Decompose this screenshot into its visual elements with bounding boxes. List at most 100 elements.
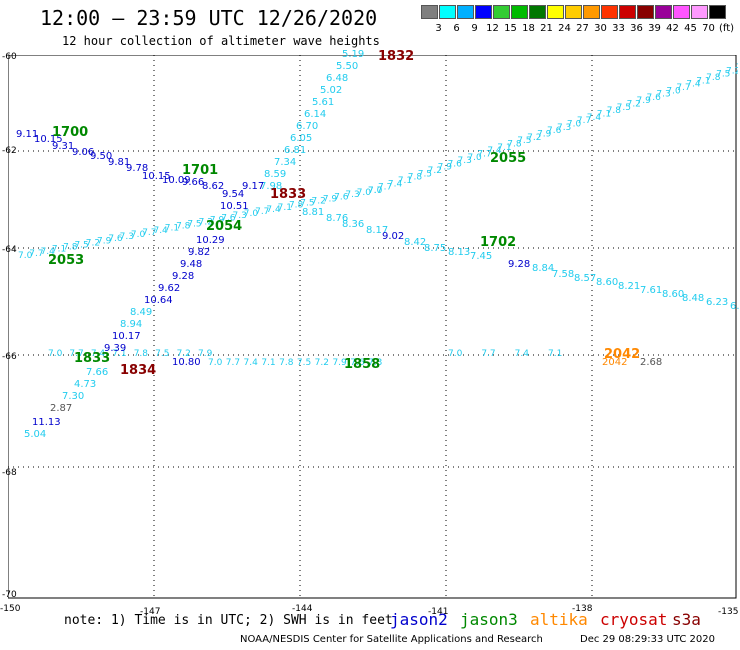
pass-label: 1700 — [52, 125, 89, 140]
track-mark: 7.6 — [448, 159, 463, 169]
track-mark: 7.6 — [334, 192, 349, 202]
wave-height-value: 6.70 — [296, 121, 319, 132]
scale-swatch — [529, 5, 546, 19]
satellite-tracks: 7.07.77.47.17.87.57.27.97.67.37.07.77.47… — [18, 63, 738, 368]
track-mark: 7.7 — [676, 83, 690, 93]
wave-height-value: 9.31 — [52, 141, 75, 152]
wave-height-value: 8.42 — [404, 237, 427, 248]
wave-height-value: 9.54 — [222, 189, 245, 200]
scale-label: 18 — [522, 23, 535, 34]
track-mark: 7.1 — [696, 76, 710, 86]
track-mark: 7.2 — [199, 217, 213, 227]
track-mark: 7.8 — [63, 243, 78, 253]
scale-label: (ft) — [718, 23, 735, 34]
track-mark: 7.9 — [537, 129, 552, 139]
timestamp-text: Dec 29 08:29:33 UTC 2020 — [580, 634, 715, 645]
track-mark: 7.4 — [153, 226, 168, 236]
lon-tick-label: -138 — [572, 604, 593, 614]
track-mark: 7.3 — [120, 232, 134, 242]
track-mark: 7.3 — [557, 123, 571, 133]
wave-height-value: 5.04 — [24, 429, 47, 440]
scale-swatch — [637, 5, 654, 19]
scale-swatch — [493, 5, 510, 19]
track-mark: 7.5 — [74, 241, 88, 251]
track-mark: 7.5 — [187, 220, 201, 230]
plot-frame — [8, 55, 737, 599]
track-mark: 7.3 — [233, 211, 247, 221]
track-mark: 7.7 — [69, 349, 83, 359]
track-mark: 7.9 — [323, 194, 338, 204]
track-mark: 7.8 — [279, 358, 294, 368]
lat-tick-label: -68 — [2, 468, 17, 478]
wave-height-value: 6.14 — [304, 109, 327, 120]
scale-swatch — [673, 5, 690, 19]
track-mark: 7.5 — [300, 199, 314, 209]
track-mark: 7.7 — [477, 149, 491, 159]
wave-height-value: 6.23 — [706, 297, 729, 308]
credit-text: NOAA/NESDIS Center for Satellite Applica… — [240, 634, 543, 645]
wave-height-value: 5.50 — [336, 61, 359, 72]
wave-height-value: 6.1 — [730, 301, 740, 312]
track-mark: 7.1 — [112, 349, 126, 359]
track-mark: 7.9 — [210, 215, 225, 225]
track-mark: 7.7 — [142, 228, 156, 238]
track-mark: 7.2 — [428, 166, 442, 176]
wave-height-value: 2042 — [602, 357, 628, 368]
track-mark: 7.3 — [368, 358, 382, 368]
wave-height-value: 8.13 — [448, 247, 471, 258]
wave-height-value: 9.39 — [104, 343, 127, 354]
track-mark: 7.0 — [48, 349, 63, 359]
satellite-name-s3a: s3a — [672, 610, 701, 629]
wave-height-value: 9.11 — [16, 129, 39, 140]
wave-height-value: 11.13 — [32, 417, 61, 428]
track-mark: 7.9 — [97, 236, 112, 246]
scale-swatch — [421, 5, 438, 19]
track-mark: 7.7 — [481, 349, 495, 359]
scale-label: 30 — [594, 23, 607, 34]
scale-swatch — [619, 5, 636, 19]
wave-height-value: 2.87 — [50, 403, 73, 414]
scale-swatch — [655, 5, 672, 19]
track-mark: 7.2 — [627, 100, 641, 110]
track-mark: 7.9 — [198, 349, 213, 359]
map-subtitle: 12 hour collection of altimeter wave hei… — [62, 34, 380, 48]
track-mark: 7.5 — [716, 70, 730, 80]
track-mark: 7.8 — [408, 173, 423, 183]
map-title: 12:00 – 23:59 UTC 12/26/2020 — [40, 6, 378, 30]
wave-height-value: 7.66 — [86, 367, 109, 378]
wave-height-value: 9.28 — [508, 259, 531, 270]
track-mark: 7.7 — [29, 249, 43, 259]
lon-tick-label: -141 — [428, 607, 449, 617]
pass-label: 2054 — [206, 219, 243, 234]
track-mark: 7.3 — [345, 190, 359, 200]
pass-label: 1832 — [378, 49, 415, 64]
track-mark: 7.4 — [266, 205, 281, 215]
pass-label: 2042 — [604, 347, 641, 362]
lat-tick-label: -64 — [2, 245, 17, 255]
track-mark: 7.0 — [131, 230, 146, 240]
lon-tick-label: -150 — [0, 604, 21, 614]
wave-height-value: 8.76 — [326, 213, 349, 224]
track-mark: 7.0 — [666, 86, 681, 96]
wave-height-value: 8.84 — [532, 263, 555, 274]
wave-height-value: 9.81 — [108, 157, 131, 168]
track-mark: 7.2 — [312, 196, 326, 206]
track-mark: 7.2 — [315, 358, 329, 368]
pass-label: 1858 — [344, 357, 381, 372]
track-mark: 7.0 — [467, 153, 482, 163]
track-mark: 7.4 — [686, 80, 701, 90]
wave-height-value: 8.36 — [342, 219, 365, 230]
track-mark: 7.9 — [637, 96, 652, 106]
wave-height-value: 5.61 — [312, 97, 335, 108]
wave-height-value: 9.48 — [180, 259, 203, 270]
scale-swatch — [565, 5, 582, 19]
wave-height-value: 10.51 — [220, 201, 249, 212]
track-mark: 7.9 — [438, 163, 453, 173]
track-mark: 7.4 — [587, 113, 602, 123]
track-mark: 7.6 — [221, 213, 236, 223]
scale-swatch — [511, 5, 528, 19]
track-mark: 7.5 — [155, 349, 169, 359]
track-mark: 7.8 — [706, 73, 721, 83]
track-mark: 7.1 — [278, 203, 292, 213]
track-mark: 7.6 — [350, 358, 365, 368]
